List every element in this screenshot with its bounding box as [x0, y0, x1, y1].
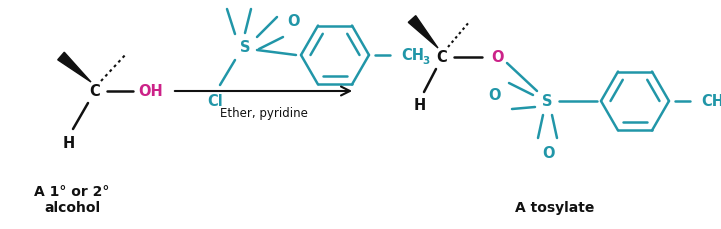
Text: OH: OH	[138, 84, 164, 98]
Polygon shape	[58, 52, 91, 82]
Text: O: O	[287, 14, 299, 30]
Text: CH: CH	[401, 47, 424, 63]
Text: H: H	[63, 136, 75, 150]
Text: Cl: Cl	[207, 93, 223, 109]
Text: 3: 3	[422, 56, 429, 66]
Text: Ether, pyridine: Ether, pyridine	[220, 106, 307, 120]
Text: A tosylate: A tosylate	[516, 201, 595, 215]
Text: O: O	[491, 49, 503, 65]
Text: A 1° or 2°
alcohol: A 1° or 2° alcohol	[35, 185, 110, 215]
Text: S: S	[541, 93, 552, 109]
Polygon shape	[408, 16, 438, 48]
Text: C: C	[437, 49, 447, 65]
Text: O: O	[231, 0, 243, 3]
Text: CH: CH	[701, 93, 721, 109]
Text: C: C	[89, 84, 100, 98]
Text: S: S	[240, 39, 250, 55]
Text: H: H	[414, 98, 426, 114]
Text: O: O	[543, 145, 555, 161]
Text: O: O	[489, 87, 501, 103]
